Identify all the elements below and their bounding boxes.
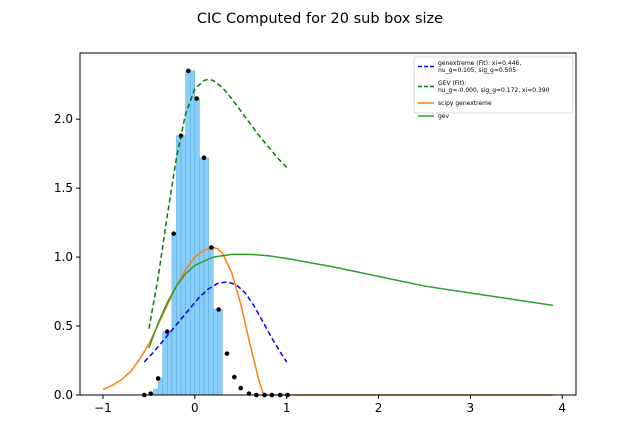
histogram-bar-14 [212,309,219,396]
data-point-9 [201,155,207,161]
data-point-10 [209,245,214,250]
series-line-2 [148,78,288,329]
histogram-bar-2 [157,378,163,396]
y-tick-label-1: 0.0 [54,388,73,402]
legend-label-4: gev [438,113,450,120]
y-tick-label-3: 1.0 [54,250,73,264]
histogram-bar-4 [167,331,173,396]
data-point-11 [216,307,221,312]
data-point-8 [194,96,199,101]
data-point-3 [155,376,161,381]
histogram-bar-6 [176,135,182,396]
x-tick-label-4: 2 [375,401,383,415]
x-axis: −1 0 1 2 3 4 [94,395,566,415]
series-line-4 [148,253,554,349]
legend-label-2: GEV (Fit): nu_g=-0.000, sig_g=0.172, xi=0… [438,80,550,94]
data-point-7 [186,68,191,74]
histogram-bar-13 [208,247,214,396]
histogram-bar-5 [171,233,177,396]
x-tick-label-1: −1 [94,401,112,415]
chart-title: CIC Computed for 20 sub box size [197,11,443,27]
data-point-6 [178,133,184,139]
histogram-bar-9 [189,70,196,396]
legend-box [413,56,574,114]
series-line-1 [143,281,288,363]
data-point-4 [164,329,170,334]
data-point-5 [171,231,176,236]
x-tick-label-2: 0 [191,401,199,415]
data-point-13 [232,374,237,380]
histogram-bar-12 [203,157,209,396]
y-tick-label-4: 1.5 [54,181,73,195]
legend: genextreme (Fit): xi=0.446, nu_g=0.105, s… [413,56,574,120]
legend-label-3: scipy genextreme [438,100,492,107]
data-point-14 [238,385,244,391]
legend-label-1: genextreme (Fit): xi=0.446, nu_g=0.105, s… [438,60,521,74]
histogram-bar-7 [180,135,186,396]
histogram-bar-8 [185,70,191,396]
y-axis: 0.0 0.5 1.0 1.5 2.0 [54,112,80,402]
data-point-12 [224,351,230,356]
axes-frame [79,52,577,396]
y-tick-label-5: 2.0 [54,112,73,126]
histogram-bar-15 [217,309,223,396]
histogram-bar-10 [194,98,200,396]
x-tick-label-3: 1 [283,401,291,415]
x-tick-label-6: 4 [558,401,566,415]
x-tick-label-5: 3 [467,401,475,415]
histogram-bar-1 [153,389,159,396]
histogram-bar-11 [199,157,205,396]
y-tick-label-2: 0.5 [54,319,73,333]
